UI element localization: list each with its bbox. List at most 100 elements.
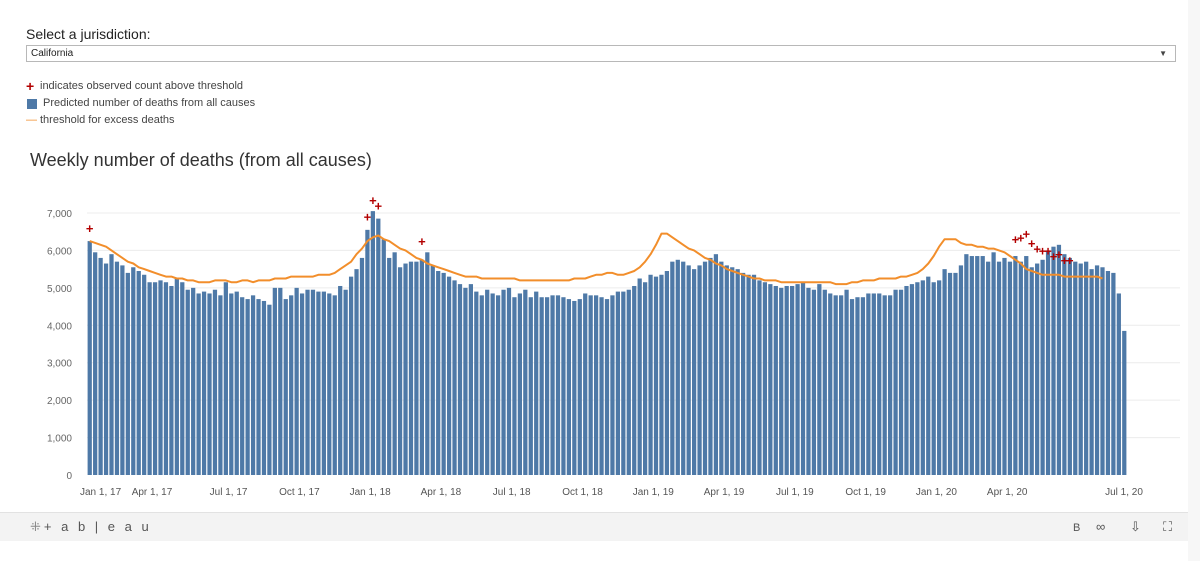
bar[interactable] — [583, 293, 588, 475]
bar[interactable] — [338, 285, 343, 475]
bar[interactable] — [501, 289, 506, 475]
bar[interactable] — [648, 274, 653, 475]
bar[interactable] — [299, 293, 305, 475]
bar[interactable] — [784, 285, 789, 475]
bar[interactable] — [125, 272, 130, 475]
bar[interactable] — [615, 291, 621, 475]
bar[interactable] — [741, 272, 746, 475]
above-threshold-marker[interactable]: + — [1028, 236, 1036, 251]
bar[interactable] — [327, 293, 332, 475]
bar[interactable] — [207, 293, 212, 475]
bar[interactable] — [234, 291, 239, 475]
bar[interactable] — [430, 265, 435, 475]
above-threshold-marker[interactable]: + — [1066, 253, 1074, 268]
bar[interactable] — [593, 295, 599, 475]
bar[interactable] — [414, 261, 419, 475]
bar[interactable] — [289, 295, 294, 475]
above-threshold-marker[interactable]: + — [1012, 232, 1020, 247]
above-threshold-marker[interactable]: + — [1033, 242, 1041, 257]
bar[interactable] — [822, 289, 827, 475]
bar[interactable] — [479, 295, 484, 475]
bar[interactable] — [642, 282, 648, 475]
bar[interactable] — [218, 295, 223, 475]
bar[interactable] — [147, 282, 152, 475]
bar[interactable] — [158, 280, 163, 475]
bar[interactable] — [860, 297, 866, 475]
bar[interactable] — [795, 284, 800, 475]
bar[interactable] — [719, 261, 724, 475]
bar[interactable] — [898, 289, 904, 475]
bar[interactable] — [185, 289, 190, 475]
bar[interactable] — [839, 295, 844, 475]
bar[interactable] — [561, 297, 566, 475]
bar[interactable] — [136, 271, 141, 475]
bar[interactable] — [1067, 257, 1072, 475]
bar[interactable] — [446, 276, 452, 475]
bar[interactable] — [659, 274, 664, 475]
bar[interactable] — [980, 256, 985, 475]
weekly-deaths-chart[interactable]: 01,0002,0003,0004,0005,0006,0007,000++++… — [0, 0, 1188, 510]
bar[interactable] — [1111, 272, 1116, 475]
bar[interactable] — [904, 285, 909, 475]
bar[interactable] — [452, 280, 457, 475]
bar[interactable] — [392, 252, 397, 475]
bar[interactable] — [773, 285, 778, 475]
bar[interactable] — [408, 261, 414, 475]
bar[interactable] — [632, 285, 637, 475]
bar[interactable] — [828, 293, 833, 475]
bar[interactable] — [506, 287, 512, 475]
bar[interactable] — [920, 280, 925, 475]
bar[interactable] — [1045, 250, 1051, 475]
bar[interactable] — [893, 289, 898, 475]
bar[interactable] — [425, 252, 430, 475]
above-threshold-marker[interactable]: + — [375, 199, 383, 214]
bar[interactable] — [833, 295, 838, 475]
jurisdiction-select[interactable]: California ▼ — [26, 45, 1176, 62]
above-threshold-marker[interactable]: + — [418, 234, 426, 249]
bar[interactable] — [730, 267, 735, 475]
bar[interactable] — [806, 287, 811, 475]
bar[interactable] — [381, 239, 386, 475]
bar[interactable] — [909, 284, 915, 475]
bar[interactable] — [120, 265, 125, 475]
bar[interactable] — [964, 254, 969, 475]
bar[interactable] — [370, 211, 375, 475]
bar[interactable] — [468, 284, 473, 475]
above-threshold-marker[interactable]: + — [1022, 227, 1030, 242]
bar[interactable] — [240, 297, 245, 475]
bar[interactable] — [305, 289, 310, 475]
bar[interactable] — [539, 297, 544, 475]
bar[interactable] — [888, 295, 893, 475]
bar[interactable] — [1122, 330, 1127, 475]
bar[interactable] — [109, 254, 114, 475]
bar[interactable] — [321, 291, 326, 475]
bar[interactable] — [245, 299, 250, 475]
bar[interactable] — [1078, 263, 1083, 475]
bar[interactable] — [975, 256, 980, 475]
above-threshold-marker[interactable]: + — [364, 210, 372, 225]
bar[interactable] — [708, 257, 713, 475]
bar[interactable] — [517, 293, 523, 475]
bar[interactable] — [877, 293, 882, 475]
bar[interactable] — [250, 295, 256, 475]
bar[interactable] — [931, 282, 936, 475]
bar[interactable] — [163, 282, 169, 475]
bar[interactable] — [882, 295, 887, 475]
bar[interactable] — [604, 299, 610, 475]
bar[interactable] — [1105, 271, 1111, 475]
bar[interactable] — [817, 284, 822, 475]
bar[interactable] — [523, 289, 528, 475]
bar[interactable] — [103, 263, 109, 475]
bar[interactable] — [681, 261, 686, 475]
bar[interactable] — [201, 291, 207, 475]
bar[interactable] — [626, 289, 631, 475]
bar[interactable] — [664, 271, 670, 475]
bar[interactable] — [490, 293, 495, 475]
bar[interactable] — [485, 289, 490, 475]
bar[interactable] — [947, 272, 953, 475]
bar[interactable] — [272, 287, 277, 475]
bar[interactable] — [387, 257, 392, 475]
bar[interactable] — [174, 278, 179, 476]
bar[interactable] — [996, 261, 1002, 475]
bar[interactable] — [746, 274, 751, 475]
